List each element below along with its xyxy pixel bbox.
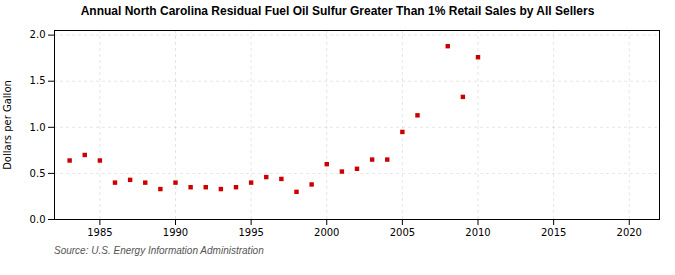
svg-text:1.5: 1.5: [30, 76, 46, 87]
svg-text:2020: 2020: [617, 227, 642, 238]
svg-text:2010: 2010: [465, 227, 490, 238]
svg-text:1.0: 1.0: [30, 122, 46, 133]
svg-text:0.0: 0.0: [30, 214, 46, 225]
svg-text:Dollars per Gallon: Dollars per Gallon: [2, 81, 13, 171]
svg-text:1990: 1990: [163, 227, 188, 238]
html-text:Annual North Carolina Residual: Annual North Carolina Residual Fuel Oil …: [80, 4, 595, 18]
html-text:Source: U.S. Energy Informatio: Source: U.S. Energy Information Administ…: [54, 245, 264, 257]
svg-text:1995: 1995: [238, 227, 263, 238]
svg-text:0.5: 0.5: [30, 168, 46, 179]
svg-text:2000: 2000: [314, 227, 339, 238]
svg-text:2015: 2015: [541, 227, 566, 238]
svg-text:2.0: 2.0: [30, 30, 46, 41]
svg-text:1985: 1985: [87, 227, 112, 238]
svg-text:2005: 2005: [390, 227, 415, 238]
